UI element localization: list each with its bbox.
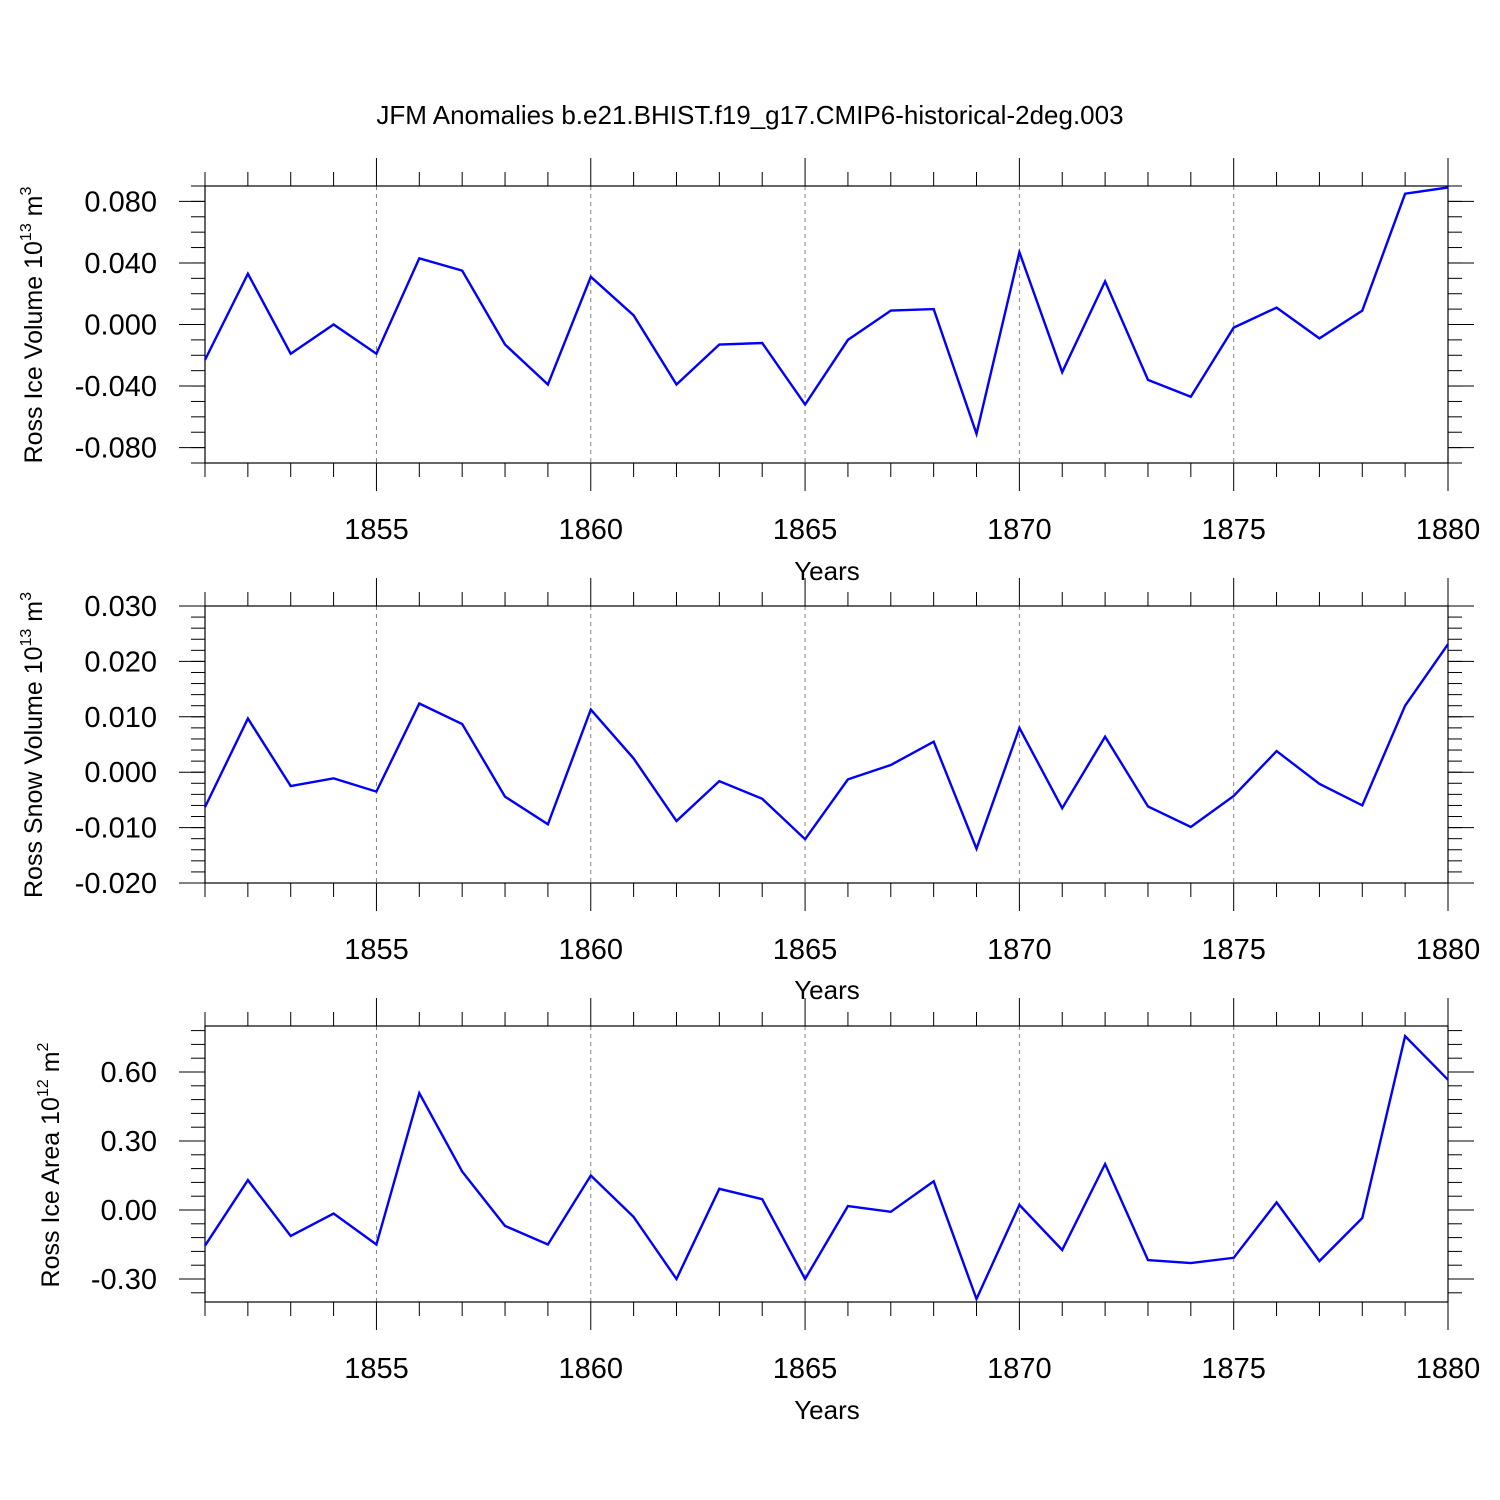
y-tick-label: 0.040 [84, 248, 157, 280]
plot-frame [204, 605, 1449, 884]
x-tick-label: 1860 [559, 514, 624, 546]
y-axis-label-ice-volume: Ross Ice Volume 1013 m3 [18, 186, 48, 463]
y-tick-label: 0.60 [101, 1057, 157, 1089]
x-tick-label: 1855 [344, 934, 409, 966]
y-tick-label: -0.010 [75, 813, 157, 845]
x-tick-label: 1855 [344, 514, 409, 546]
chart-title: JFM Anomalies b.e21.BHIST.f19_g17.CMIP6-… [376, 100, 1123, 130]
x-tick-label: 1875 [1201, 514, 1266, 546]
series-line [203, 1033, 1449, 1303]
y-tick-label: -0.040 [75, 371, 157, 403]
snow-volume-panel: 1855 1860 1865 1870 1875 1880 -0.020 -0.010 0.00… [18, 578, 1480, 1005]
series-line [203, 643, 1449, 853]
y-tick-label: 0.00 [101, 1195, 157, 1227]
y-tick-label: 0.020 [84, 646, 157, 678]
y-tick-label: -0.080 [75, 433, 157, 465]
y-tick-label: 0.000 [84, 310, 157, 342]
x-tick-label: 1880 [1416, 514, 1481, 546]
y-axis-label-snow-volume: Ross Snow Volume 1013 m3 [18, 592, 48, 898]
x-axis-label-ice-volume: Years [794, 556, 860, 586]
x-tick-label: 1860 [559, 934, 624, 966]
series-line [203, 186, 1449, 439]
x-tick-label: 1875 [1201, 1353, 1266, 1385]
x-tick-label: 1855 [344, 1353, 409, 1385]
x-tick-label: 1870 [987, 1353, 1052, 1385]
ice-area-panel: 1855 1860 1865 1870 1875 1880 -0.30 0.00 0.30 0.6… [35, 998, 1480, 1425]
y-tick-label: -0.020 [75, 868, 157, 900]
y-tick-label: 0.010 [84, 702, 157, 734]
x-tick-label: 1880 [1416, 934, 1481, 966]
plot-frame [204, 185, 1449, 464]
x-tick-label: 1865 [773, 514, 838, 546]
ice-volume-panel: 1855 1860 1865 1870 1875 1880 -0.080 -0.040 0.00… [18, 158, 1480, 586]
y-axis-label-ice-area: Ross Ice Area 1012 m2 [35, 1042, 65, 1287]
plot-frame [204, 1025, 1449, 1303]
x-tick-label: 1870 [987, 934, 1052, 966]
y-axis-label-text: Ross Ice Volume [20, 276, 48, 464]
x-axis-label-ice-area: Years [794, 1395, 860, 1425]
x-tick-label: 1865 [773, 934, 838, 966]
x-tick-label: 1865 [773, 1353, 838, 1385]
y-tick-label: 0.000 [84, 757, 157, 789]
x-tick-label: 1880 [1416, 1353, 1481, 1385]
y-tick-label: 0.030 [84, 591, 157, 623]
x-tick-label: 1875 [1201, 934, 1266, 966]
x-tick-label: 1870 [987, 514, 1052, 546]
x-tick-label: 1860 [559, 1353, 624, 1385]
y-tick-label: -0.30 [91, 1264, 157, 1296]
x-axis-label-snow-volume: Years [794, 975, 860, 1005]
y-tick-label: 0.080 [84, 186, 157, 218]
y-tick-label: 0.30 [101, 1126, 157, 1158]
